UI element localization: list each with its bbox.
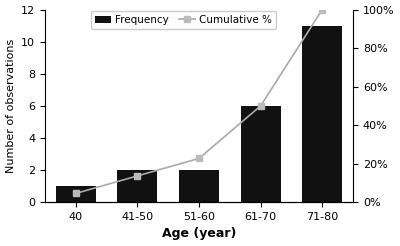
Bar: [56, 186, 96, 202]
Cumulative %: [197, 157, 202, 160]
Cumulative %: [73, 192, 78, 195]
Bar: [179, 170, 219, 202]
Cumulative %: [258, 104, 263, 107]
Bar: [302, 26, 342, 202]
Cumulative %: [135, 174, 140, 177]
Bar: [241, 106, 281, 202]
Bar: [117, 170, 158, 202]
Line: Cumulative %: Cumulative %: [73, 7, 325, 196]
Legend: Frequency, Cumulative %: Frequency, Cumulative %: [91, 11, 276, 29]
X-axis label: Age (year): Age (year): [162, 228, 236, 240]
Y-axis label: Number of observations: Number of observations: [6, 39, 16, 173]
Cumulative %: [320, 8, 325, 11]
